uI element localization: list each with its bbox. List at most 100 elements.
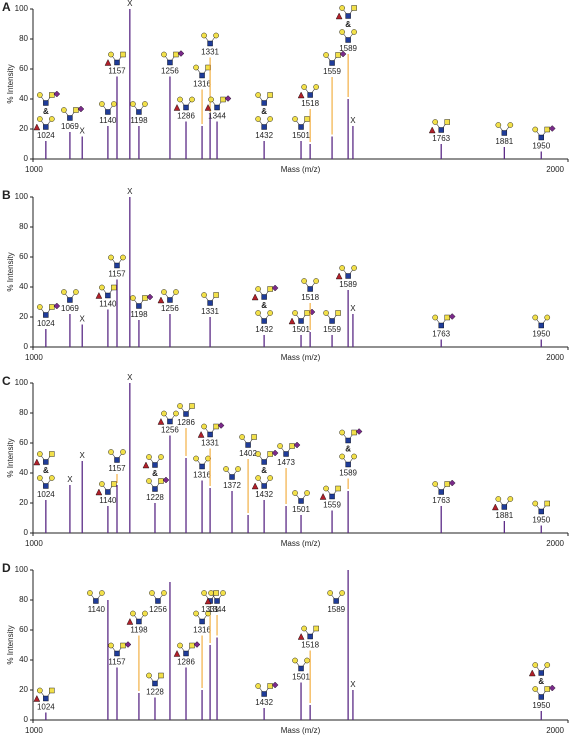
- peak-label: 1559: [323, 501, 341, 510]
- glycan-square: [298, 665, 304, 672]
- peak-label: 1950: [532, 516, 550, 525]
- glycan-circle: [146, 478, 152, 484]
- glycan-square: [105, 109, 111, 115]
- glycan-circle: [327, 590, 333, 596]
- glycan-circle: [193, 610, 199, 617]
- glycan-circle: [208, 590, 214, 596]
- peak-label: 1950: [532, 330, 550, 339]
- x-tick-label: 1000: [25, 726, 43, 735]
- peak-label: 1286: [177, 112, 195, 121]
- ampersand: &: [152, 469, 158, 478]
- peak-label: 1331: [201, 48, 219, 57]
- glycan-square: [538, 670, 544, 676]
- glycan-icon: [130, 101, 148, 115]
- y-tick-label: 60: [19, 64, 28, 73]
- glycan-circle: [146, 672, 152, 679]
- glycan-square: [261, 483, 267, 489]
- glycan-icon: [255, 449, 279, 465]
- glycan-square: [49, 451, 55, 457]
- glycan-square: [93, 598, 99, 604]
- glycan-square: [43, 695, 49, 702]
- glycan-icon: [297, 625, 319, 640]
- glycan-triangle: [142, 461, 150, 469]
- glycan-diamond: [217, 422, 225, 429]
- ampersand: &: [43, 107, 49, 116]
- glycan-circle: [177, 642, 183, 649]
- glycan-circle: [61, 289, 67, 295]
- glycan-icon: [108, 449, 126, 463]
- glycan-circle: [161, 289, 167, 295]
- peak-annotation: X: [350, 304, 356, 313]
- glycan-square: [183, 411, 189, 417]
- peak-label: 1140: [99, 300, 117, 309]
- glycan-square: [105, 292, 111, 299]
- peak-annotation: X: [127, 373, 133, 382]
- glycan-square: [351, 5, 357, 11]
- peak-label: 1024: [37, 319, 55, 328]
- glycan-circle: [432, 119, 439, 125]
- glycan-icon: [255, 92, 273, 106]
- glycan-icon: [327, 590, 345, 604]
- peak-label: 1432: [255, 698, 273, 707]
- peak-annotation: X: [80, 315, 86, 324]
- glycan-square: [207, 300, 213, 306]
- x-tick-label: 2000: [546, 353, 564, 362]
- glycan-icon: [339, 453, 357, 468]
- glycan-circle: [313, 278, 319, 284]
- glycan-square: [214, 104, 220, 111]
- glycan-circle: [49, 116, 55, 122]
- peak-label: 1589: [327, 605, 345, 614]
- peak-label: 1024: [37, 703, 55, 712]
- glycan-circle: [323, 310, 329, 316]
- glycan-circle: [495, 122, 502, 128]
- glycan-circle: [351, 29, 357, 35]
- glycan-icon: [251, 475, 273, 490]
- peak-label: 1881: [495, 137, 513, 146]
- glycan-diamond: [77, 105, 85, 113]
- glycan-circle: [239, 434, 245, 440]
- glycan-square: [544, 126, 550, 133]
- glycan-circle: [37, 475, 43, 481]
- glycan-triangle: [95, 292, 103, 299]
- peak-annotation: X: [350, 680, 356, 689]
- glycan-square: [152, 680, 158, 687]
- glycan-icon: [146, 476, 170, 492]
- glycan-square: [304, 116, 310, 122]
- y-tick-label: 60: [19, 252, 28, 261]
- glycan-circle: [99, 284, 105, 291]
- ampersand: &: [261, 466, 267, 475]
- peak-label: 1589: [339, 469, 357, 478]
- y-tick-label: 80: [19, 222, 28, 231]
- glycan-square: [501, 130, 508, 136]
- glycan-triangle: [335, 12, 343, 20]
- glycan-circle: [292, 490, 298, 496]
- glycan-diamond: [548, 684, 556, 692]
- glycan-square: [267, 451, 273, 457]
- glycan-square: [111, 284, 117, 291]
- glycan-square: [167, 418, 173, 425]
- glycan-diamond: [355, 428, 363, 435]
- glycan-circle: [301, 625, 307, 632]
- glycan-circle: [161, 590, 167, 596]
- glycan-icon: [492, 496, 514, 511]
- glycan-square: [183, 104, 189, 111]
- glycan-diamond: [448, 479, 456, 487]
- glycan-square: [351, 429, 357, 436]
- glycan-square: [345, 461, 351, 468]
- panel-label: A: [2, 0, 11, 14]
- glycan-icon: [146, 672, 164, 687]
- glycan-circle: [235, 466, 241, 472]
- glycan-diamond: [53, 302, 61, 310]
- glycan-circle: [339, 590, 345, 596]
- glycan-triangle: [126, 618, 134, 625]
- glycan-diamond: [293, 441, 301, 449]
- peak-label: 1286: [177, 658, 195, 667]
- glycan-circle: [255, 116, 261, 122]
- glycan-square: [120, 642, 126, 649]
- peak-label: 1316: [193, 471, 211, 480]
- glycan-circle: [189, 96, 195, 103]
- glycan-circle: [267, 475, 273, 481]
- y-tick-label: 100: [15, 4, 29, 13]
- glycan-square: [501, 504, 508, 510]
- peak-label: 1344: [208, 112, 226, 121]
